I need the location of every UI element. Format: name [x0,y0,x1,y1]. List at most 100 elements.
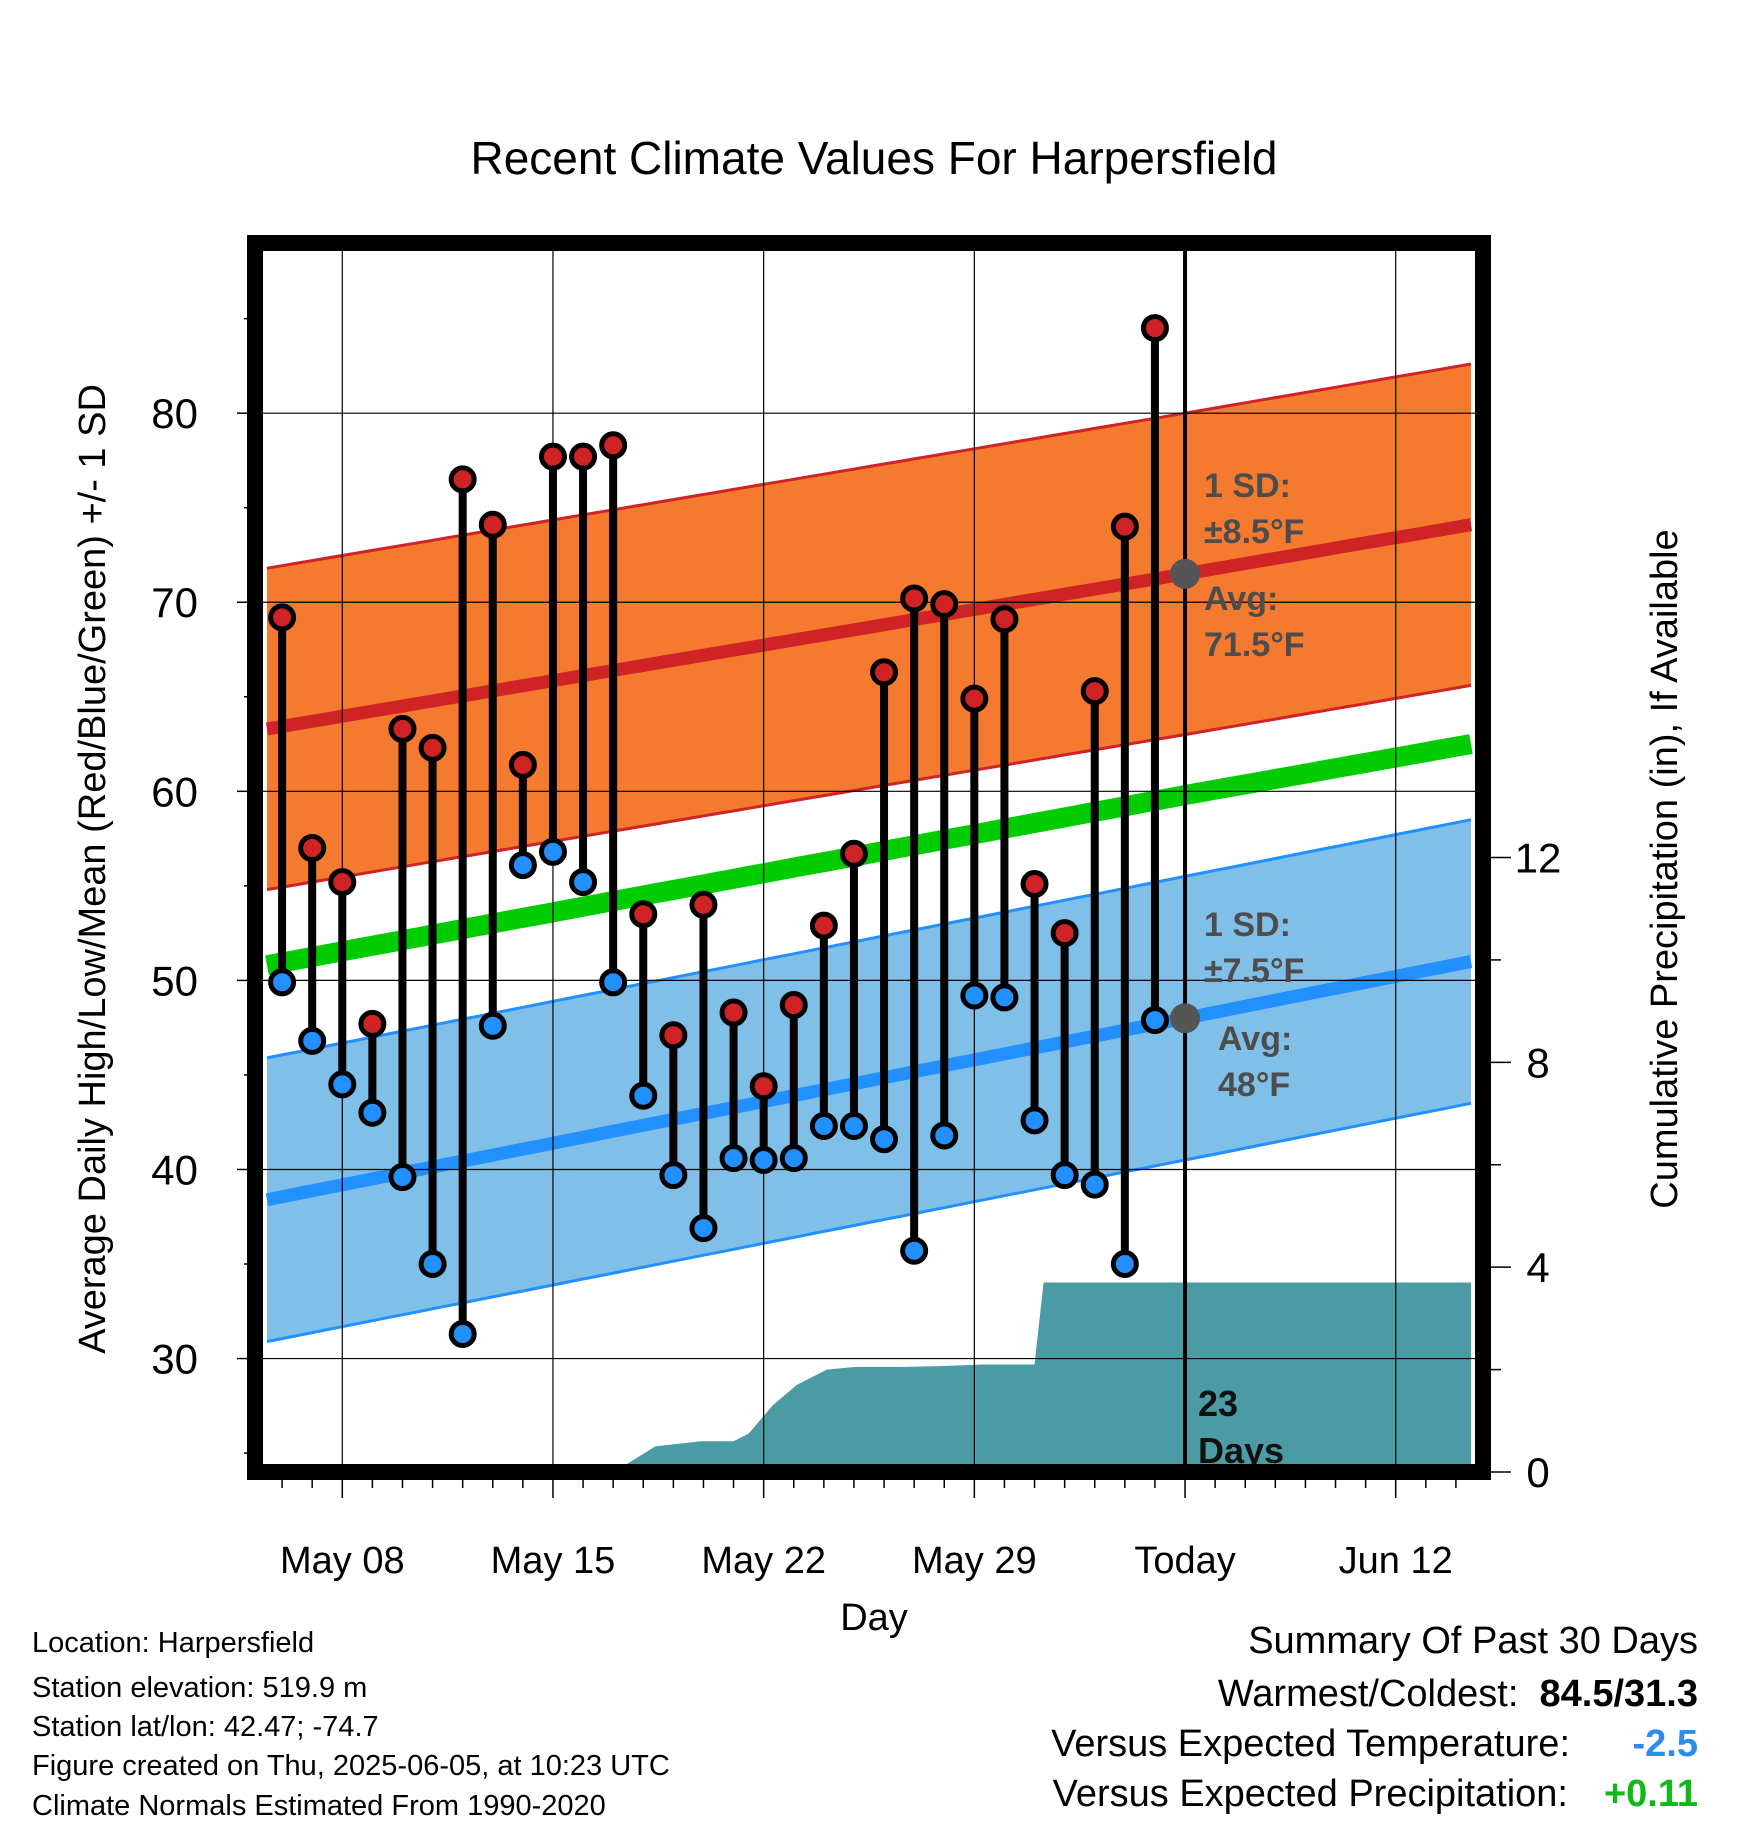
daily-high-point [328,868,357,897]
daily-high-point [839,839,868,868]
daily-low-point [388,1163,417,1192]
y-tick-label: 70 [151,579,198,626]
daily-high-point [870,658,899,687]
location-text: Location: Harpersfield [32,1627,315,1659]
daily-high-point [719,998,748,1027]
y2-tick-label: 0 [1526,1449,1549,1496]
daily-low-point [930,1121,959,1150]
plot-area: 1 SD: ±8.5°F Avg: 71.5°F 1 SD: ±7.5°F Avg: 48°F… [151,235,1562,1582]
annotation-low-sd: 1 SD: [1204,906,1291,944]
precipitation-value: +0.11 [1603,1773,1698,1815]
precipitation-label: Versus Expected Precipitation: [1052,1773,1568,1815]
y-tick-label: 60 [151,768,198,815]
daily-high-point [629,900,658,929]
daily-high-point [508,750,537,779]
daily-low-point [448,1319,477,1348]
daily-high-point [358,1009,387,1038]
normal-high-band-upper [266,362,1472,570]
daily-low-point [1140,1006,1169,1035]
y2-axis-label: Cumulative Precipitation (in), If Availa… [1644,529,1686,1208]
daily-high-point [599,431,628,460]
daily-low-point [870,1125,899,1154]
temperature-value: -2.5 [1632,1723,1698,1765]
x-tick-label: May 15 [491,1540,616,1582]
x-axis-label: Day [840,1597,908,1639]
daily-low-point [1050,1161,1079,1190]
y2-tick-label: 12 [1515,835,1562,882]
x-tick-label: May 29 [912,1540,1037,1582]
daily-low-point [629,1081,658,1110]
annotation-low-avg: Avg: [1218,1020,1292,1058]
summary-precipitation: Versus Expected Precipitation: +0.11 [1053,1773,1698,1816]
summary-warmest: Warmest/Coldest: 84.5/31.3 [1218,1673,1698,1716]
daily-low-point [960,981,989,1010]
daily-high-point [1050,919,1079,948]
normal-low-line [265,955,1473,1207]
daily-low-point [599,968,628,997]
today-normal-low-marker [1170,1003,1201,1034]
daily-low-point [659,1161,688,1190]
daily-low-point [1080,1170,1109,1199]
daily-low-point [839,1111,868,1140]
daily-high-point [538,442,567,471]
y-tick-label: 30 [151,1336,198,1383]
normal-high-band-lower [266,683,1472,892]
today-normal-high-marker [1170,558,1201,589]
x-tick-label: Jun 12 [1339,1540,1453,1582]
y2-tick-label: 8 [1526,1039,1549,1086]
warmest-label: Warmest/Coldest: [1217,1673,1519,1715]
normal-high-line [265,518,1473,736]
daily-low-point [418,1250,447,1279]
daily-low-point [779,1144,808,1173]
daily-high-point [1110,512,1139,541]
daily-high-point [900,584,929,613]
x-tick-label: May 22 [701,1540,826,1582]
created-text: Figure created on Thu, 2025-06-05, at 10… [32,1750,670,1782]
annotation-high-sd: 1 SD: [1204,467,1291,505]
warmest-value: 84.5/31.3 [1539,1673,1698,1715]
daily-low-point [298,1026,327,1055]
daily-high-point [448,465,477,494]
y-axis-label: Average Daily High/Low/Mean (Red/Blue/Gr… [72,384,114,1354]
summary-title: Summary Of Past 30 Days [1248,1620,1698,1662]
daily-low-point [538,837,567,866]
y-tick-label: 40 [151,1146,198,1193]
daily-low-point [719,1144,748,1173]
daily-low-point [358,1098,387,1127]
daily-low-point [809,1111,838,1140]
daily-high-point [749,1072,778,1101]
daily-low-point [749,1146,778,1175]
daily-high-point [478,510,507,539]
daily-high-point [930,590,959,619]
daily-low-point [328,1070,357,1099]
daily-high-point [388,714,417,743]
annotation-high-sd-value: ±8.5°F [1204,513,1304,551]
daily-low-point [478,1011,507,1040]
daily-low-point [1020,1106,1049,1135]
x-tick-label: May 08 [280,1540,405,1582]
latlon-text: Station lat/lon: 42.47; -74.7 [32,1711,379,1743]
daily-high-point [960,684,989,713]
daily-low-point [1110,1250,1139,1279]
daily-high-point [689,890,718,919]
precipitation-area [267,1282,1471,1472]
chart-title: Recent Climate Values For Harpersfield [470,132,1277,184]
temperature-label: Versus Expected Temperature: [1051,1723,1570,1765]
x-tick-label: Today [1134,1540,1235,1582]
daily-high-point [990,605,1019,634]
annotation-days-num: 23 [1198,1383,1238,1424]
daily-low-point [900,1236,929,1265]
normals-text: Climate Normals Estimated From 1990-2020 [32,1790,606,1822]
annotation-high-avg-value: 71.5°F [1204,626,1305,664]
daily-high-point [298,834,327,863]
daily-high-point [569,442,598,471]
annotation-high-avg: Avg: [1204,580,1278,618]
daily-low-point [268,968,297,997]
daily-high-point [418,733,447,762]
plot-frame [247,235,1491,1480]
y2-tick-label: 4 [1526,1244,1549,1291]
daily-low-point [508,851,537,880]
y-tick-label: 50 [151,957,198,1004]
daily-high-point [809,911,838,940]
